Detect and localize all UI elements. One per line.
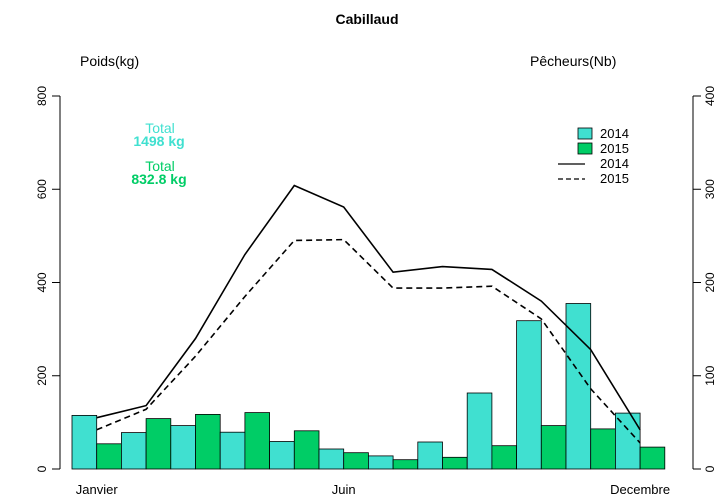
right-tick-label-200: 200 [703, 272, 717, 292]
bar-2015-12 [639, 446, 666, 470]
total-2015-value: 832.8 kg [131, 171, 186, 187]
right-axis: 0 100 200 300 400 [692, 86, 717, 472]
bar-2014-7 [367, 455, 394, 470]
bar-2014-8 [417, 441, 443, 470]
line-2015-dashed [96, 238, 641, 444]
legend-label-bar-2015: 2015 [600, 141, 629, 156]
left-axis-label: Poids(kg) [80, 53, 139, 69]
bar-2015-8 [442, 456, 468, 470]
total-2014-label: Total [145, 120, 175, 136]
bar-2014-3 [170, 425, 196, 470]
bar-2015-2 [145, 418, 172, 470]
x-axis: Janvier Juin Decembre [76, 482, 670, 497]
legend-label-line-dashed-2015: 2015 [600, 171, 629, 186]
chart-title: Cabillaud [335, 11, 398, 27]
left-tick-label-800: 800 [35, 86, 49, 106]
x-tick-label-janvier: Janvier [76, 482, 119, 497]
left-tick-label-400: 400 [35, 272, 49, 292]
x-tick-label-decembre: Decembre [610, 482, 670, 497]
bar-2015-6 [343, 452, 369, 470]
right-tick-label-0: 0 [703, 465, 717, 472]
left-tick-label-200: 200 [35, 365, 49, 385]
right-tick-label-100: 100 [703, 365, 717, 385]
bar-2014-4 [219, 431, 246, 470]
right-tick-label-300: 300 [703, 179, 717, 199]
legend-swatch-bar-2015 [577, 142, 593, 155]
bar-2014-6 [318, 448, 345, 470]
bar-2015-3 [195, 413, 221, 470]
left-tick-label-600: 600 [35, 179, 49, 199]
lines-group [96, 184, 641, 444]
bar-2015-9 [491, 445, 517, 470]
legend-label-line-solid-2014: 2014 [600, 156, 629, 171]
bar-2015-4 [244, 412, 270, 470]
bar-2015-11 [590, 428, 616, 470]
x-tick-label-juin: Juin [332, 482, 356, 497]
total-2015: Total 832.8 kg [131, 158, 186, 187]
total-2014: Total 1498 kg [133, 120, 184, 149]
bar-2014-1 [71, 414, 98, 470]
bars-group [71, 303, 666, 470]
legend-swatch-bar-2014 [577, 127, 593, 140]
bar-2015-5 [293, 430, 320, 470]
right-tick-label-400: 400 [703, 86, 717, 106]
bar-2014-9 [466, 392, 493, 470]
bar-2015-1 [96, 443, 122, 470]
bar-2015-10 [540, 425, 567, 470]
bar-2015-7 [392, 459, 419, 470]
bar-2014-2 [121, 432, 147, 470]
total-2015-label: Total [145, 158, 175, 174]
left-axis: 0 200 400 600 800 [35, 86, 61, 472]
left-tick-label-0: 0 [35, 465, 49, 472]
bar-2014-11 [565, 303, 592, 470]
bar-2014-12 [615, 412, 641, 470]
bar-2014-5 [269, 441, 295, 470]
right-axis-label: Pêcheurs(Nb) [530, 53, 616, 69]
legend-label-bar-2014: 2014 [600, 126, 629, 141]
bar-2014-10 [516, 320, 542, 470]
total-2014-value: 1498 kg [133, 133, 184, 149]
line-2014-solid [96, 184, 641, 431]
